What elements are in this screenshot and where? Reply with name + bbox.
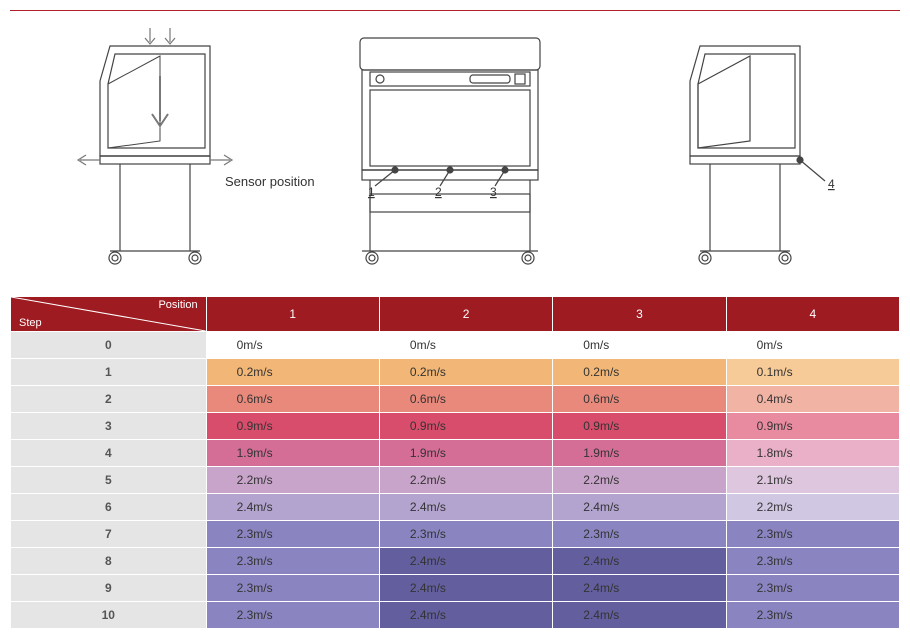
step-cell: 0 [11, 332, 207, 359]
value-cell: 2.4m/s [553, 575, 726, 602]
table-row: 00m/s0m/s0m/s0m/s [11, 332, 900, 359]
header-step-position: Position Step [11, 297, 207, 332]
header-col-3: 3 [553, 297, 726, 332]
value-cell: 0.2m/s [379, 359, 552, 386]
value-cell: 2.3m/s [553, 521, 726, 548]
value-cell: 0.1m/s [726, 359, 899, 386]
value-cell: 2.2m/s [206, 467, 379, 494]
header-col-4: 4 [726, 297, 899, 332]
value-cell: 2.3m/s [726, 575, 899, 602]
table-row: 20.6m/s0.6m/s0.6m/s0.4m/s [11, 386, 900, 413]
value-cell: 2.3m/s [726, 548, 899, 575]
value-cell: 0m/s [726, 332, 899, 359]
table-row: 52.2m/s2.2m/s2.2m/s2.1m/s [11, 467, 900, 494]
value-cell: 1.9m/s [553, 440, 726, 467]
step-cell: 7 [11, 521, 207, 548]
value-cell: 1.9m/s [379, 440, 552, 467]
sensor-num-1: 1 [368, 185, 375, 199]
value-cell: 2.4m/s [553, 602, 726, 629]
value-cell: 0.9m/s [553, 413, 726, 440]
step-cell: 1 [11, 359, 207, 386]
diagram-front: Sensor position [340, 26, 560, 281]
step-cell: 6 [11, 494, 207, 521]
value-cell: 2.2m/s [553, 467, 726, 494]
value-cell: 2.3m/s [206, 602, 379, 629]
value-cell: 2.4m/s [553, 548, 726, 575]
sensor-num-3: 3 [490, 185, 497, 199]
value-cell: 2.3m/s [206, 521, 379, 548]
value-cell: 2.3m/s [206, 575, 379, 602]
value-cell: 2.4m/s [379, 494, 552, 521]
header-col-2: 2 [379, 297, 552, 332]
value-cell: 0.9m/s [206, 413, 379, 440]
value-cell: 2.3m/s [726, 521, 899, 548]
table-row: 62.4m/s2.4m/s2.4m/s2.2m/s [11, 494, 900, 521]
table-row: 10.2m/s0.2m/s0.2m/s0.1m/s [11, 359, 900, 386]
value-cell: 0.6m/s [379, 386, 552, 413]
value-cell: 2.4m/s [379, 602, 552, 629]
value-cell: 2.4m/s [206, 494, 379, 521]
sensor-position-label: Sensor position [225, 174, 315, 189]
diagram-side-sensor4: 4 [660, 26, 850, 281]
step-cell: 5 [11, 467, 207, 494]
step-cell: 10 [11, 602, 207, 629]
value-cell: 1.9m/s [206, 440, 379, 467]
step-cell: 9 [11, 575, 207, 602]
step-cell: 3 [11, 413, 207, 440]
airflow-table: Position Step 1 2 3 4 00m/s0m/s0m/s0m/s1… [10, 296, 900, 629]
value-cell: 2.1m/s [726, 467, 899, 494]
table-row: 102.3m/s2.4m/s2.4m/s2.3m/s [11, 602, 900, 629]
value-cell: 0.2m/s [206, 359, 379, 386]
table-row: 72.3m/s2.3m/s2.3m/s2.3m/s [11, 521, 900, 548]
step-cell: 2 [11, 386, 207, 413]
value-cell: 0.2m/s [553, 359, 726, 386]
step-cell: 4 [11, 440, 207, 467]
value-cell: 0.6m/s [206, 386, 379, 413]
value-cell: 2.2m/s [726, 494, 899, 521]
top-rule [10, 10, 900, 11]
cabinet-front-svg: 1 2 3 [340, 26, 560, 276]
value-cell: 0m/s [553, 332, 726, 359]
value-cell: 2.3m/s [206, 548, 379, 575]
diagram-row: Sensor position [10, 21, 900, 281]
sensor-num-4: 4 [828, 177, 835, 191]
cabinet-side-svg: 4 [660, 26, 850, 276]
value-cell: 2.4m/s [379, 575, 552, 602]
table-row: 92.3m/s2.4m/s2.4m/s2.3m/s [11, 575, 900, 602]
header-col-1: 1 [206, 297, 379, 332]
value-cell: 0.6m/s [553, 386, 726, 413]
table-row: 41.9m/s1.9m/s1.9m/s1.8m/s [11, 440, 900, 467]
value-cell: 2.4m/s [379, 548, 552, 575]
table-body: 00m/s0m/s0m/s0m/s10.2m/s0.2m/s0.2m/s0.1m… [11, 332, 900, 629]
value-cell: 2.3m/s [379, 521, 552, 548]
value-cell: 2.4m/s [553, 494, 726, 521]
table-row: 30.9m/s0.9m/s0.9m/s0.9m/s [11, 413, 900, 440]
value-cell: 2.2m/s [379, 467, 552, 494]
value-cell: 0.9m/s [726, 413, 899, 440]
value-cell: 2.3m/s [726, 602, 899, 629]
value-cell: 0.9m/s [379, 413, 552, 440]
diagram-side-airflow [60, 26, 240, 281]
value-cell: 1.8m/s [726, 440, 899, 467]
value-cell: 0.4m/s [726, 386, 899, 413]
cabinet-side-airflow-svg [60, 26, 240, 276]
step-cell: 8 [11, 548, 207, 575]
value-cell: 0m/s [379, 332, 552, 359]
sensor-num-2: 2 [435, 185, 442, 199]
value-cell: 0m/s [206, 332, 379, 359]
table-row: 82.3m/s2.4m/s2.4m/s2.3m/s [11, 548, 900, 575]
